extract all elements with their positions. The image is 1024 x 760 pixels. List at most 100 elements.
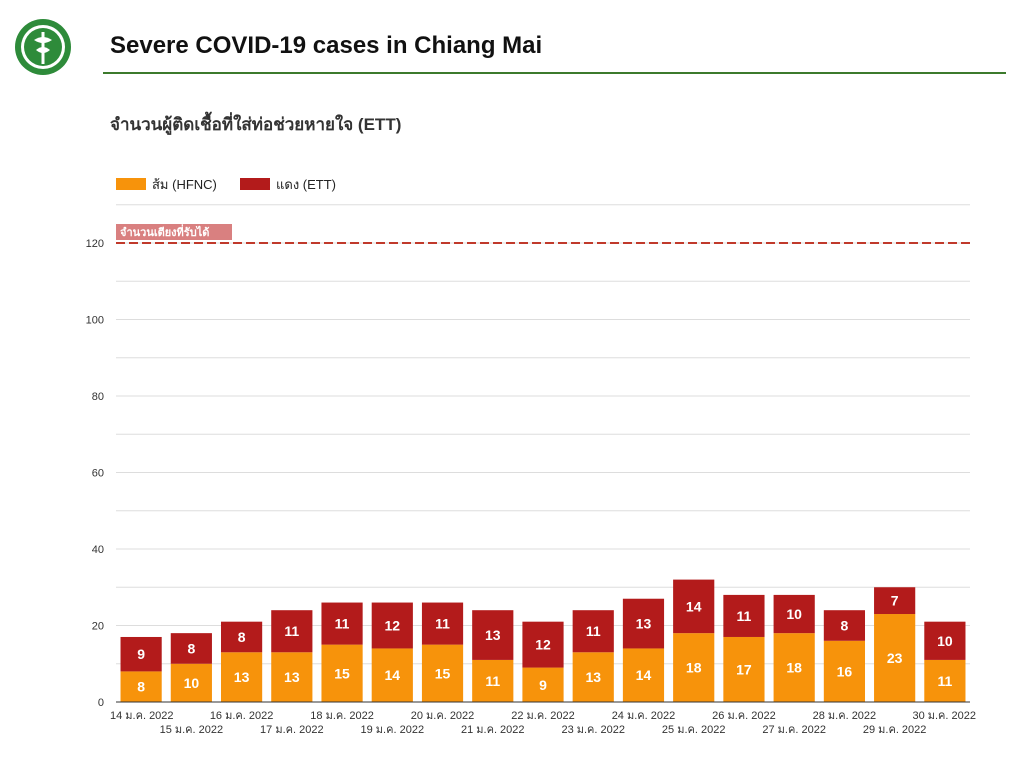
bar-segment-ett xyxy=(522,621,564,668)
x-tick-label: 21 ม.ค. 2022 xyxy=(461,724,525,736)
page-title: Severe COVID-19 cases in Chiang Mai xyxy=(110,32,543,59)
bar-value-label: 14 xyxy=(686,598,702,614)
bar-value-label: 9 xyxy=(539,677,547,693)
bar-value-label: 11 xyxy=(937,673,952,689)
bar-segment-ett xyxy=(723,594,765,637)
bar-value-label: 12 xyxy=(535,637,551,653)
x-tick-label: 29 ม.ค. 2022 xyxy=(863,724,927,736)
bar-value-label: 11 xyxy=(335,616,350,632)
title-divider xyxy=(103,72,1006,74)
x-tick-label: 28 ม.ค. 2022 xyxy=(813,710,877,722)
x-tick-label: 19 ม.ค. 2022 xyxy=(361,724,425,736)
x-tick-label: 27 ม.ค. 2022 xyxy=(762,724,826,736)
bar-segment-hfnc xyxy=(120,671,162,702)
y-tick-label: 20 xyxy=(92,621,104,633)
y-tick-label: 60 xyxy=(92,468,104,480)
x-tick-label: 24 ม.ค. 2022 xyxy=(612,710,676,722)
bar-segment-ett xyxy=(421,602,464,645)
moph-emblem-icon xyxy=(15,19,71,75)
bar-value-label: 10 xyxy=(786,606,802,622)
x-tick-label: 18 ม.ค. 2022 xyxy=(310,710,374,722)
chart-grid: 0 20 40 60 80 100 120 xyxy=(86,204,970,709)
bar-segment-ett xyxy=(120,636,162,672)
legend-swatch xyxy=(116,178,146,190)
bar-segment-hfnc xyxy=(874,614,916,702)
bar-value-label: 13 xyxy=(585,669,601,685)
bar-value-label: 10 xyxy=(184,675,200,691)
bar-segment-ett xyxy=(673,579,715,634)
bar-segment-hfnc xyxy=(421,644,464,702)
x-tick-label: 20 ม.ค. 2022 xyxy=(411,710,475,722)
capacity-label: จำนวนเตียงที่รับได้ xyxy=(120,224,209,239)
bar-value-label: 8 xyxy=(238,629,246,645)
y-tick-label: 120 xyxy=(86,238,104,250)
bar-value-label: 17 xyxy=(736,661,752,677)
bar-value-label: 11 xyxy=(435,616,450,632)
bar-segment-hfnc xyxy=(220,652,263,702)
bar-value-label: 9 xyxy=(137,646,145,662)
y-tick-label: 80 xyxy=(92,391,104,403)
bar-segment-hfnc xyxy=(723,636,765,702)
x-tick-label: 14 ม.ค. 2022 xyxy=(110,710,174,722)
bar-segment-ett xyxy=(321,602,363,645)
bar-value-label: 14 xyxy=(385,667,401,683)
bar-segment-hfnc xyxy=(572,652,614,702)
bar-value-label: 8 xyxy=(137,679,145,695)
bar-value-label: 11 xyxy=(485,673,500,689)
chart-bars: 8 9 10 8 13 8 13 11 15 11 14 12 15 11 11 13 9 12 13 11 14 13 1… xyxy=(120,579,966,702)
bar-segment-ett xyxy=(220,621,263,653)
bar-segment-ett xyxy=(572,610,614,653)
x-tick-label: 16 ม.ค. 2022 xyxy=(210,710,274,722)
capacity-reference: จำนวนเตียงที่รับได้ xyxy=(116,224,970,244)
bar-segment-ett xyxy=(271,610,313,653)
x-tick-label: 23 ม.ค. 2022 xyxy=(561,724,625,736)
bar-value-label: 11 xyxy=(737,608,752,624)
bar-value-label: 11 xyxy=(284,623,299,639)
bar-value-label: 8 xyxy=(187,640,195,656)
legend-label: แดง (ETT) xyxy=(276,177,336,192)
bar-value-label: 23 xyxy=(887,650,903,666)
y-tick-label: 0 xyxy=(98,697,104,709)
bar-value-label: 13 xyxy=(234,669,250,685)
bar-segment-ett xyxy=(874,587,916,615)
chart-legend: ส้ม (HFNC) แดง (ETT) xyxy=(116,177,336,192)
bar-segment-ett xyxy=(170,633,212,664)
bar-segment-ett xyxy=(371,602,413,649)
bar-value-label: 15 xyxy=(334,665,350,681)
bar-segment-hfnc xyxy=(622,648,665,702)
bar-value-label: 13 xyxy=(485,627,501,643)
bar-segment-hfnc xyxy=(371,648,413,702)
x-tick-label: 26 ม.ค. 2022 xyxy=(712,710,776,722)
bar-segment-hfnc xyxy=(271,652,313,702)
bar-value-label: 14 xyxy=(636,667,652,683)
bar-segment-hfnc xyxy=(673,633,715,702)
y-tick-label: 100 xyxy=(86,315,104,327)
legend-swatch xyxy=(240,178,270,190)
bar-value-label: 8 xyxy=(841,618,849,634)
bar-segment-hfnc xyxy=(522,667,564,702)
chart-title: จำนวนผู้ติดเชื้อที่ใส่ท่อช่วยหายใจ (ETT) xyxy=(110,115,402,134)
bar-value-label: 11 xyxy=(586,623,601,639)
x-tick-label: 17 ม.ค. 2022 xyxy=(260,724,324,736)
bar-value-label: 16 xyxy=(837,663,853,679)
legend-label: ส้ม (HFNC) xyxy=(152,177,217,192)
bar-segment-hfnc xyxy=(924,659,966,702)
bar-segment-ett xyxy=(924,621,966,660)
bar-value-label: 7 xyxy=(891,593,899,609)
x-tick-label: 30 ม.ค. 2022 xyxy=(912,710,976,722)
x-axis: 14 ม.ค. 2022 15 ม.ค. 2022 16 ม.ค. 2022 17 ม… xyxy=(110,701,976,736)
bar-segment-hfnc xyxy=(170,663,212,702)
x-tick-label: 15 ม.ค. 2022 xyxy=(160,724,224,736)
x-tick-label: 22 ม.ค. 2022 xyxy=(511,710,575,722)
bar-value-label: 10 xyxy=(937,633,953,649)
bar-segment-ett xyxy=(823,610,866,641)
bar-segment-hfnc xyxy=(472,659,514,702)
bar-segment-ett xyxy=(622,598,665,649)
bar-value-label: 18 xyxy=(686,660,702,676)
bar-value-label: 12 xyxy=(385,618,401,634)
bar-value-label: 15 xyxy=(435,665,451,681)
bar-value-label: 13 xyxy=(636,616,652,632)
y-tick-label: 40 xyxy=(92,544,104,556)
bar-value-label: 18 xyxy=(786,660,802,676)
